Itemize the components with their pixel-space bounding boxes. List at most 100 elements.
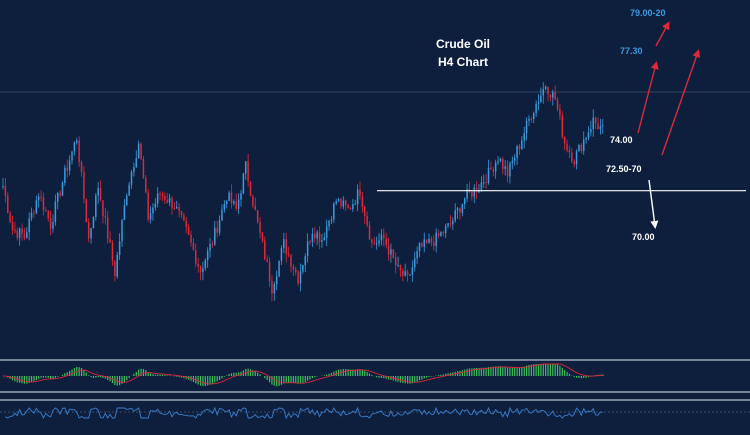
candle-body xyxy=(549,94,552,98)
candle-body xyxy=(273,284,276,294)
candle-body xyxy=(354,204,356,206)
candle-body xyxy=(302,265,304,272)
candle-body xyxy=(547,86,549,95)
candle-body xyxy=(532,113,535,119)
candle-body xyxy=(397,264,399,266)
candle-body xyxy=(559,109,561,116)
candle-body xyxy=(195,250,197,264)
candle-body xyxy=(225,200,228,204)
candle-body xyxy=(580,144,583,152)
candle-body xyxy=(154,203,157,208)
candle-body xyxy=(361,196,364,208)
candle-body xyxy=(121,220,123,242)
candle-body xyxy=(128,184,130,196)
arrow-up-long xyxy=(661,49,701,156)
candle-body xyxy=(126,195,128,206)
candle-body xyxy=(447,223,449,226)
candle-body xyxy=(494,162,497,172)
candle-body xyxy=(206,250,209,261)
candle-body xyxy=(321,240,323,243)
candle-body xyxy=(490,167,492,170)
candle-body xyxy=(7,195,9,213)
level-label-72-50: 72.50-70 xyxy=(606,164,642,174)
candle-body xyxy=(197,263,199,267)
candle-body xyxy=(204,260,207,269)
candle-body xyxy=(190,234,192,243)
candle-body xyxy=(73,142,76,152)
candle-body xyxy=(585,138,587,140)
candle-body xyxy=(202,268,204,273)
candle-body xyxy=(114,260,116,277)
candle-body xyxy=(233,201,235,204)
candle-body xyxy=(511,160,514,163)
candle-body xyxy=(394,257,397,266)
candle-body xyxy=(325,226,328,238)
candle-body xyxy=(256,210,259,222)
candle-body xyxy=(573,161,575,165)
candle-body xyxy=(266,259,268,262)
chart-title: Crude Oil xyxy=(436,37,490,51)
candle-body xyxy=(518,146,521,150)
candle-body xyxy=(406,271,409,275)
candle-body xyxy=(211,244,214,246)
candle-body xyxy=(566,143,568,151)
candle-body xyxy=(111,242,114,261)
candle-body xyxy=(142,158,145,178)
candle-body xyxy=(209,244,211,251)
candle-body xyxy=(375,243,378,245)
candle-body xyxy=(297,272,299,284)
level-label-74: 74.00 xyxy=(610,135,633,145)
candle-body xyxy=(294,269,297,273)
candle-body xyxy=(380,234,383,241)
candle-body xyxy=(235,201,237,209)
candle-body xyxy=(323,237,326,241)
candle-body xyxy=(85,199,88,223)
candle-body xyxy=(49,218,52,229)
candle-body xyxy=(316,232,318,239)
candle-body xyxy=(340,199,342,207)
candle-body xyxy=(185,220,188,227)
candle-body xyxy=(378,240,380,244)
candle-body xyxy=(575,151,578,165)
candle-body xyxy=(18,228,21,238)
candle-body xyxy=(61,182,64,196)
candle-body xyxy=(135,158,138,168)
candle-body xyxy=(140,143,142,159)
candle-body xyxy=(452,220,454,225)
candle-body xyxy=(285,239,287,255)
candle-body xyxy=(366,216,368,226)
candle-body xyxy=(597,123,599,130)
candle-body xyxy=(430,238,433,243)
candle-body xyxy=(392,249,395,258)
candle-body xyxy=(335,200,337,204)
candle-body xyxy=(333,203,335,220)
candle-body xyxy=(133,167,135,173)
candle-body xyxy=(37,196,40,201)
arrow-up-to-77-30 xyxy=(637,61,659,134)
candle-body xyxy=(383,234,385,239)
candle-body xyxy=(525,120,528,134)
candle-body xyxy=(306,241,309,257)
candle-body xyxy=(59,192,61,196)
candle-body xyxy=(347,205,349,209)
candle-body xyxy=(471,191,473,197)
candle-body xyxy=(180,211,183,215)
candle-body xyxy=(242,173,245,194)
candle-body xyxy=(373,242,376,244)
candle-body xyxy=(359,189,361,197)
candle-body xyxy=(218,220,221,233)
candle-body xyxy=(542,89,545,96)
candle-body xyxy=(535,103,537,114)
candle-body xyxy=(299,271,302,284)
candle-body xyxy=(504,166,506,169)
candle-body xyxy=(23,233,26,238)
candle-body xyxy=(261,232,264,241)
candle-body xyxy=(161,193,164,196)
candle-body xyxy=(214,227,216,245)
macd-signal-line xyxy=(2,363,603,385)
candle-body xyxy=(264,240,266,260)
candle-body xyxy=(304,256,307,266)
candle-body xyxy=(568,150,571,153)
